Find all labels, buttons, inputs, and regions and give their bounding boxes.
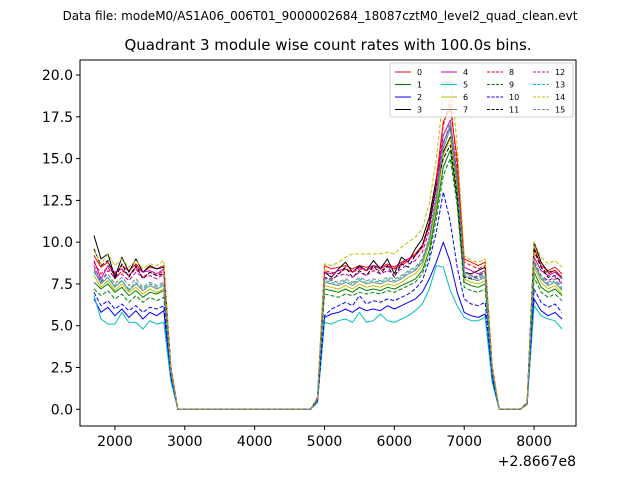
plot-area: 2000 3000 4000 5000 6000 7000 8000 0.0 2.5 5.0 7.… <box>42 59 577 470</box>
legend-label-12: 12 <box>555 68 565 77</box>
legend-label-2: 2 <box>417 93 422 102</box>
legend-label-0: 0 <box>417 68 422 77</box>
legend-label-8: 8 <box>509 68 514 77</box>
legend-label-6: 6 <box>463 93 468 102</box>
series-group <box>93 74 563 410</box>
legend-label-10: 10 <box>509 93 519 102</box>
legend-label-11: 11 <box>509 106 519 115</box>
series-line-10 <box>93 191 563 410</box>
legend-box <box>389 62 574 118</box>
chart-title: Quadrant 3 module wise count rates with … <box>124 36 531 54</box>
x-tick-label: 2000 <box>97 434 133 450</box>
series-line-2 <box>93 241 563 410</box>
plot-background <box>80 60 576 426</box>
legend-label-15: 15 <box>555 106 565 115</box>
series-line-15 <box>93 121 563 410</box>
x-axis-offset-label: +2.8667e8 <box>498 454 576 470</box>
legend-label-5: 5 <box>463 81 468 90</box>
y-tick-label: 2.5 <box>51 361 73 377</box>
legend-label-1: 1 <box>417 81 422 90</box>
axes-frame <box>79 59 577 427</box>
x-tick-label: 6000 <box>377 434 413 450</box>
series-line-14 <box>93 74 563 410</box>
y-axis: 0.0 2.5 5.0 7.5 10.0 12.5 15.0 17.5 20.0 <box>42 68 80 418</box>
legend-label-3: 3 <box>417 106 422 115</box>
y-tick-label: 10.0 <box>42 235 73 251</box>
y-tick-label: 17.5 <box>42 110 73 126</box>
x-tick-label: 4000 <box>237 434 273 450</box>
legend-label-7: 7 <box>463 106 468 115</box>
legend-label-4: 4 <box>463 68 468 77</box>
x-tick-label: 7000 <box>446 434 482 450</box>
legend-label-14: 14 <box>555 93 565 102</box>
x-tick-label: 5000 <box>307 434 343 450</box>
figure-suptitle: Data file: modeM0/AS1A06_006T01_90000026… <box>63 9 578 23</box>
legend-label-13: 13 <box>555 81 565 90</box>
x-tick-label: 8000 <box>516 434 552 450</box>
y-tick-label: 15.0 <box>42 152 73 168</box>
x-tick-label: 3000 <box>167 434 203 450</box>
y-tick-label: 0.0 <box>51 402 73 418</box>
y-tick-label: 20.0 <box>42 68 73 84</box>
y-tick-label: 5.0 <box>51 319 73 335</box>
series-line-5 <box>93 265 563 410</box>
y-tick-label: 12.5 <box>42 193 73 209</box>
legend-label-9: 9 <box>509 81 514 90</box>
y-tick-label: 7.5 <box>51 277 73 293</box>
x-axis: 2000 3000 4000 5000 6000 7000 8000 <box>97 426 552 450</box>
